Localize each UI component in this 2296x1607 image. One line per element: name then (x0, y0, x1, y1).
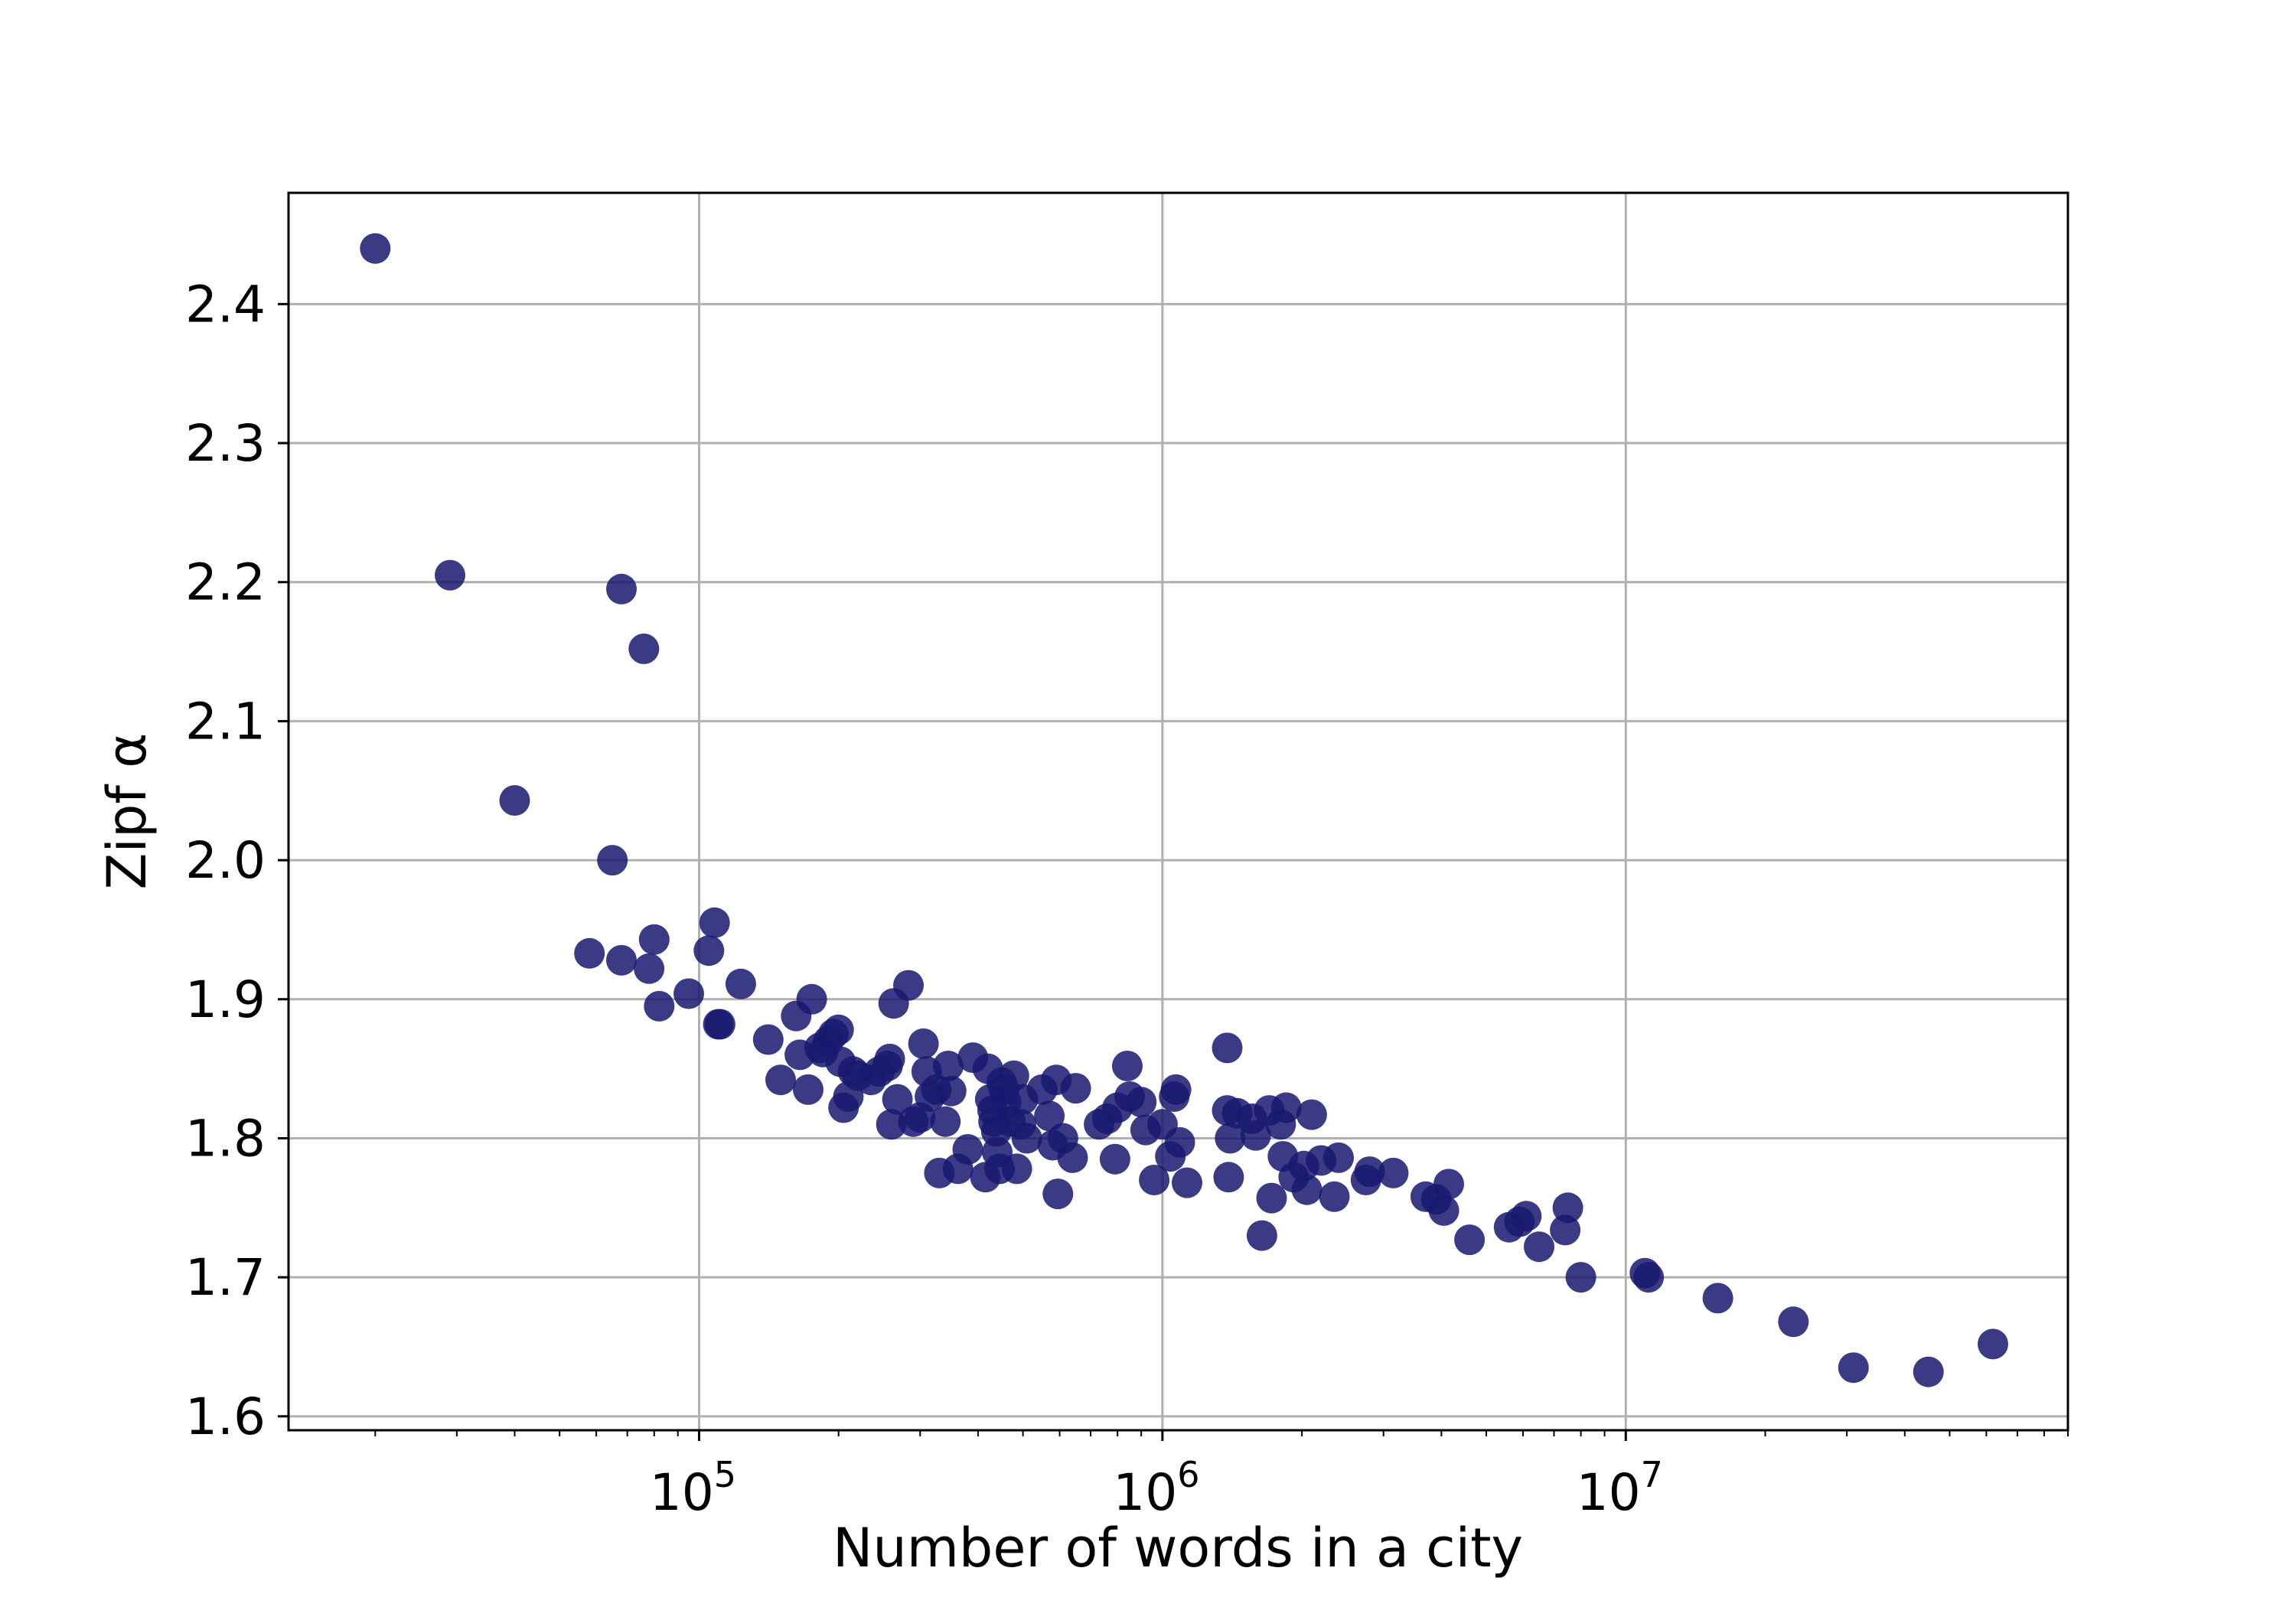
data-point (1913, 1356, 1944, 1387)
data-point (644, 990, 675, 1022)
y-tick-label: 1.7 (185, 1248, 266, 1307)
data-point (1778, 1306, 1809, 1338)
x-tick-base: 10 (1113, 1463, 1177, 1522)
data-point (1057, 1142, 1088, 1173)
data-point (1099, 1143, 1130, 1175)
data-point (703, 1009, 734, 1040)
data-point (693, 935, 725, 966)
x-tick-base: 10 (650, 1463, 714, 1522)
data-point (1126, 1087, 1157, 1118)
data-point (1319, 1181, 1350, 1212)
data-point (638, 924, 670, 955)
data-point (1524, 1231, 1554, 1263)
data-point (1552, 1192, 1583, 1224)
data-point (998, 1060, 1029, 1091)
data-point (1172, 1167, 1202, 1198)
data-point (725, 968, 756, 999)
x-tick-base: 10 (1577, 1463, 1641, 1522)
data-point (752, 1024, 784, 1055)
data-point (1378, 1157, 1409, 1188)
data-point (1270, 1092, 1302, 1123)
grid-lines (289, 193, 2068, 1430)
data-point (1296, 1099, 1327, 1130)
data-point (1633, 1262, 1665, 1293)
data-point (597, 845, 628, 876)
data-point (935, 1075, 967, 1107)
data-point (1323, 1142, 1354, 1173)
data-point (1565, 1262, 1596, 1293)
data-point (606, 573, 637, 605)
y-tick-label: 1.9 (185, 970, 266, 1029)
x-tick-exponent: 7 (1641, 1454, 1663, 1495)
data-point (1112, 1051, 1143, 1081)
data-point (1212, 1032, 1243, 1064)
y-tick-label: 2.3 (185, 414, 266, 473)
data-point (1550, 1214, 1581, 1246)
y-tick-label: 2.0 (185, 831, 266, 890)
data-point (765, 1064, 796, 1096)
x-axis-label: Number of words in a city (833, 1517, 1523, 1579)
data-point (1011, 1123, 1042, 1154)
data-point (1240, 1120, 1271, 1151)
x-tick-label: 105 (650, 1454, 736, 1522)
data-point (1139, 1165, 1170, 1195)
data-point (1454, 1224, 1486, 1256)
data-point (952, 1134, 983, 1165)
data-point (699, 907, 730, 938)
data-point (634, 953, 665, 984)
y-tick-label: 1.8 (185, 1109, 266, 1168)
data-point (1164, 1126, 1195, 1158)
data-point (1978, 1328, 2008, 1360)
x-tick-label: 107 (1577, 1454, 1663, 1522)
x-tick-exponent: 5 (714, 1454, 736, 1495)
data-point (673, 978, 704, 1009)
data-point (1354, 1156, 1385, 1188)
data-point (1256, 1182, 1287, 1214)
data-point (1511, 1201, 1542, 1232)
data-point (628, 633, 660, 664)
data-point (1246, 1220, 1277, 1251)
data-point (908, 1028, 939, 1059)
data-point (823, 1014, 854, 1045)
data-point (1433, 1169, 1464, 1200)
data-point (1428, 1195, 1459, 1226)
data-point (1001, 1153, 1032, 1185)
data-point (1838, 1352, 1869, 1384)
data-point (893, 970, 924, 1001)
data-point (930, 1106, 961, 1137)
data-point (1160, 1074, 1192, 1105)
data-point (1034, 1100, 1065, 1132)
data-point (1213, 1162, 1244, 1193)
data-point (793, 1074, 823, 1105)
data-point (1042, 1178, 1074, 1210)
plot-frame (287, 191, 2069, 1432)
data-point (882, 1084, 913, 1115)
data-point (1702, 1283, 1733, 1314)
y-tick-label: 2.4 (185, 275, 266, 334)
data-point (933, 1051, 964, 1081)
data-point (435, 559, 465, 591)
data-point (574, 937, 605, 969)
y-tick-label: 2.1 (185, 692, 266, 751)
data-point (499, 785, 530, 816)
x-tick-label: 106 (1113, 1454, 1199, 1522)
data-points (360, 233, 2008, 1387)
data-point (606, 944, 637, 976)
data-point (1291, 1174, 1322, 1205)
data-point (874, 1043, 905, 1074)
data-point (1215, 1123, 1246, 1154)
data-point (360, 233, 391, 264)
y-tick-label: 1.6 (185, 1387, 266, 1446)
y-tick-label: 2.2 (185, 553, 266, 612)
data-point (796, 983, 827, 1015)
data-point (1060, 1073, 1091, 1104)
x-tick-exponent: 6 (1177, 1454, 1199, 1495)
y-axis-label: Zipf α (96, 733, 158, 890)
